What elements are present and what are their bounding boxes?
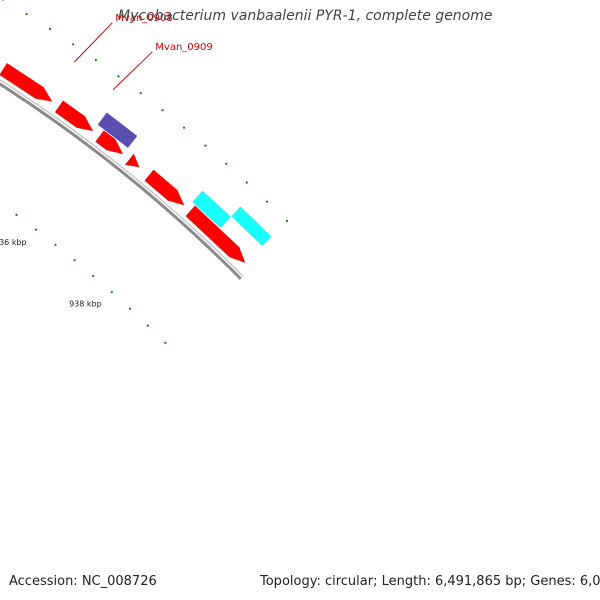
- ruler-label: 936 kbp: [0, 238, 27, 247]
- cds-arrow: [54, 100, 94, 132]
- accession-text: Accession: NC_008726: [9, 574, 157, 589]
- gene-leader-line: [0, 0, 22, 6]
- cds-arrow: [144, 169, 185, 206]
- ruler-dots-outer: [1, 0, 288, 223]
- gene-labels: Mvan_0899Mvan_0900Mvan_0901Mvan_0902Mvan…: [0, 0, 213, 91]
- gene-box: [97, 112, 138, 149]
- backbone-inner: [0, 79, 244, 278]
- gene-box: [231, 206, 272, 247]
- topology-text: Topology: circular; Length: 6,491,865 bp…: [260, 574, 600, 589]
- cds-arrow: [0, 62, 53, 102]
- gene-label: Mvan_0908: [115, 13, 172, 24]
- gene-box: [192, 190, 232, 229]
- map-title: Mycobacterium vanbaalenii PYR-1, complet…: [118, 8, 493, 24]
- tick-dotted-lines: [1, 0, 288, 344]
- cds-arrow: [185, 205, 246, 264]
- cds-arrow: [124, 153, 140, 168]
- gene-leader-line: [112, 51, 153, 91]
- ruler-dots-inner: [15, 213, 167, 344]
- ruler-labels: 924 kbp926 kbp928 kbp930 kbp932 kbp934 k…: [0, 238, 102, 308]
- gene-leader-line: [73, 22, 113, 63]
- backbone-outer: [0, 82, 242, 280]
- cds-arrow: [95, 130, 124, 155]
- ruler-label: 938 kbp: [69, 299, 102, 308]
- gene-label: Mvan_0909: [155, 42, 212, 53]
- backbone-arc: [0, 79, 244, 280]
- gene-features: [0, 62, 272, 264]
